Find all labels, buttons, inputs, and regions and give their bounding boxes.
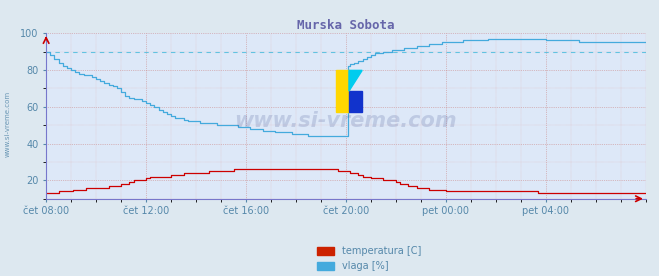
FancyBboxPatch shape	[349, 91, 362, 112]
Legend: temperatura [C], vlaga [%]: temperatura [C], vlaga [%]	[317, 246, 421, 271]
Text: www.si-vreme.com: www.si-vreme.com	[5, 91, 11, 157]
FancyBboxPatch shape	[336, 70, 349, 112]
Title: Murska Sobota: Murska Sobota	[297, 19, 395, 32]
Polygon shape	[349, 70, 362, 91]
Text: www.si-vreme.com: www.si-vreme.com	[235, 111, 457, 131]
